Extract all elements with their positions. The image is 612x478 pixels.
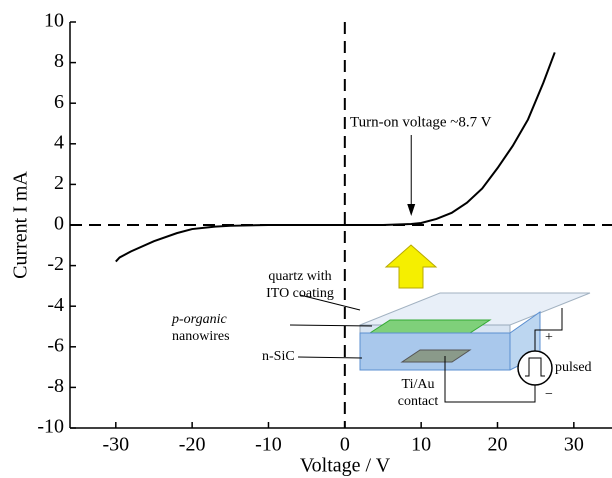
inset-label: + — [545, 330, 553, 345]
y-tick-label: -6 — [47, 334, 64, 356]
y-tick-label: -2 — [47, 253, 64, 275]
inset-label: contact — [398, 394, 439, 409]
chart: Voltage / V Current I mA -10-8-6-4-20246… — [0, 0, 612, 478]
y-tick-label: 8 — [54, 50, 64, 72]
x-tick-label: -30 — [102, 434, 129, 456]
x-tick-label: -20 — [179, 434, 206, 456]
y-tick-label: -4 — [47, 294, 64, 316]
x-axis-label: Voltage / V — [300, 455, 391, 477]
inset-label: quartz with — [268, 269, 331, 284]
y-tick-label: -8 — [47, 375, 64, 397]
y-tick-label: 6 — [54, 91, 64, 113]
inset-label: p-organic — [171, 312, 227, 327]
device-inset: quartz with ITO coating p-organic nanowi… — [171, 245, 592, 409]
y-tick-label: -10 — [37, 416, 64, 438]
x-tick-label: -10 — [255, 434, 282, 456]
emission-arrow — [386, 245, 436, 288]
x-tick-label: 30 — [564, 434, 584, 456]
x-tick-label: 0 — [340, 434, 350, 456]
inset-label: ITO coating — [266, 286, 334, 301]
x-tick-label: 20 — [487, 434, 507, 456]
organic-layer — [370, 320, 490, 333]
annotation: Turn-on voltage ~8.7 V — [350, 114, 492, 130]
inset-label: n-SiC — [262, 349, 295, 364]
y-tick-label: 10 — [44, 10, 64, 32]
y-tick-label: 4 — [54, 131, 64, 153]
iv-curve — [116, 52, 555, 261]
pulse-source — [518, 351, 552, 385]
annotation-arrowhead — [407, 204, 415, 216]
y-tick-label: 2 — [54, 172, 64, 194]
pointer — [298, 357, 362, 358]
y-axis-label: Current I mA — [10, 171, 32, 279]
inset-label: Ti/Au — [402, 377, 435, 392]
inset-label: nanowires — [172, 329, 230, 344]
y-tick-label: 0 — [54, 213, 64, 235]
inset-label: − — [545, 387, 553, 402]
x-tick-label: 10 — [411, 434, 431, 456]
inset-label: pulsed — [555, 360, 592, 375]
